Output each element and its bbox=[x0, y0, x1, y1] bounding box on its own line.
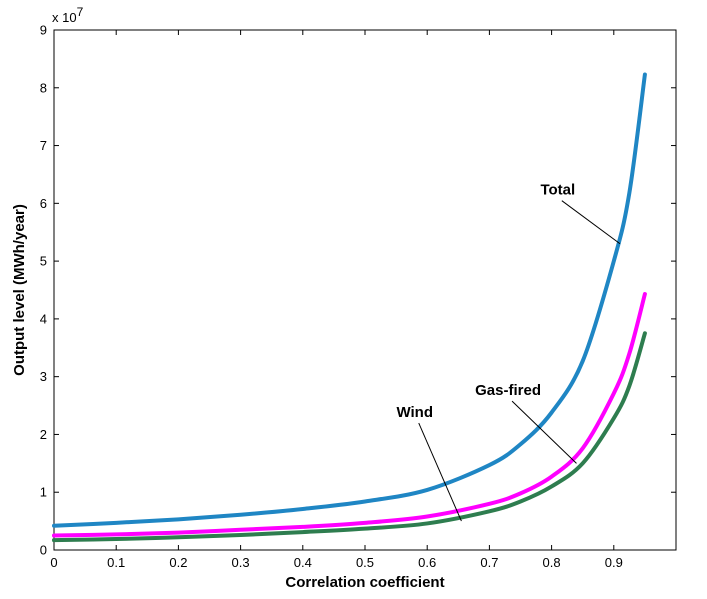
y-tick-label: 7 bbox=[40, 138, 47, 153]
x-tick-label: 0.1 bbox=[107, 555, 125, 570]
y-axis-multiplier-base: x 10 bbox=[52, 10, 77, 25]
annotation-leader-gas-fired bbox=[511, 400, 577, 464]
y-tick-label: 0 bbox=[40, 543, 47, 558]
annotation-leader-wind bbox=[418, 422, 462, 522]
y-axis-multiplier-exponent: 7 bbox=[77, 5, 84, 19]
y-tick-label: 2 bbox=[40, 427, 47, 442]
y-tick-label: 8 bbox=[40, 80, 47, 95]
x-tick-label: 0.4 bbox=[294, 555, 312, 570]
y-axis-title: Output level (MWh/year) bbox=[11, 204, 28, 376]
y-tick-label: 4 bbox=[40, 311, 47, 326]
y-tick-label: 5 bbox=[40, 254, 47, 269]
x-tick-label: 0.8 bbox=[543, 555, 561, 570]
annotation-wind: Wind bbox=[396, 404, 433, 421]
plot-area: 0 0.1 0.2 0.3 0.4 0.5 0.6 0.7 0.8 0.9 0 1 2 3 4 5 6 7 8 9 To… bbox=[40, 23, 677, 570]
x-tick-label: 0.2 bbox=[169, 555, 187, 570]
series-line-wind bbox=[52, 331, 647, 543]
x-axis-title: Correlation coefficient bbox=[285, 574, 444, 591]
x-tick-label: 0 bbox=[50, 555, 57, 570]
y-tick-label: 6 bbox=[40, 196, 47, 211]
x-tick-label: 0.3 bbox=[232, 555, 250, 570]
plot-frame bbox=[53, 29, 677, 551]
y-axis-multiplier: x 107 bbox=[52, 5, 84, 25]
x-tick-label: 0.9 bbox=[605, 555, 623, 570]
annotation-gas-fired: Gas-fired bbox=[475, 382, 541, 399]
y-tick-label: 1 bbox=[40, 485, 47, 500]
series-line-gas-fired bbox=[52, 292, 647, 538]
y-tick-label: 3 bbox=[40, 369, 47, 384]
annotation-total: Total bbox=[540, 182, 575, 199]
y-tick-label: 9 bbox=[40, 23, 47, 38]
x-tick-label: 0.6 bbox=[418, 555, 436, 570]
x-tick-label: 0.5 bbox=[356, 555, 374, 570]
annotation-leader-total bbox=[561, 200, 621, 245]
x-tick-label: 0.7 bbox=[480, 555, 498, 570]
series-line-total bbox=[52, 72, 647, 528]
